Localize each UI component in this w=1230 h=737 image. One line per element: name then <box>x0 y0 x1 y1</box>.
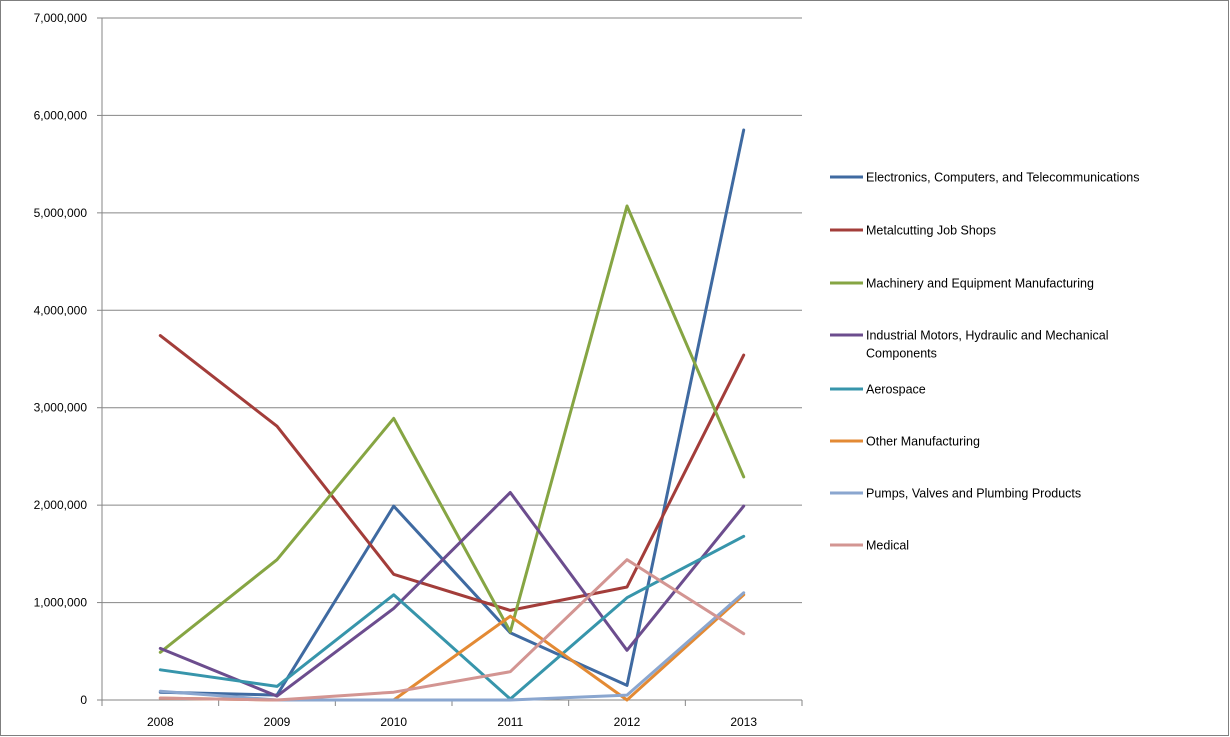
gridlines <box>102 17 802 604</box>
legend-label: Industrial Motors, Hydraulic and Mechani… <box>866 329 1108 361</box>
y-tick-label: 5,000,000 <box>34 206 88 220</box>
series-line <box>158 334 746 612</box>
x-tick-label: 2008 <box>147 715 174 729</box>
series-line <box>158 204 746 654</box>
legend: Electronics, Computers, and Telecommunic… <box>830 171 1140 553</box>
series-lines <box>158 128 746 702</box>
y-axis-tick-labels: 0 1,000,000 2,000,000 3,000,000 4,000,000 5,0… <box>34 11 88 707</box>
y-tick-label: 4,000,000 <box>34 303 88 317</box>
x-tick-label: 2012 <box>614 715 641 729</box>
x-tick-label: 2011 <box>497 715 523 729</box>
legend-label: Other Manufacturing <box>866 435 980 449</box>
y-tick-label: 7,000,000 <box>34 11 88 25</box>
legend-label-line: Components <box>866 347 937 361</box>
y-tick-label: 3,000,000 <box>34 401 88 415</box>
y-tick-label: 1,000,000 <box>34 596 88 610</box>
legend-label: Metalcutting Job Shops <box>866 224 996 238</box>
x-tick-label: 2010 <box>380 715 407 729</box>
series-line <box>158 491 746 698</box>
y-tick-label: 2,000,000 <box>34 498 88 512</box>
legend-label: Electronics, Computers, and Telecommunic… <box>866 171 1140 185</box>
legend-label-line: Industrial Motors, Hydraulic and Mechani… <box>866 329 1108 343</box>
x-tick-label: 2013 <box>730 715 757 729</box>
series-line <box>158 128 746 697</box>
legend-label: Machinery and Equipment Manufacturing <box>866 277 1094 291</box>
series-line <box>158 558 746 702</box>
x-axis-tick-labels: 2008 2009 2010 2011 2012 2013 <box>147 715 757 729</box>
legend-label: Medical <box>866 539 909 553</box>
y-tick-label: 6,000,000 <box>34 108 88 122</box>
legend-label: Aerospace <box>866 383 926 397</box>
legend-label: Pumps, Valves and Plumbing Products <box>866 487 1081 501</box>
x-tick-label: 2009 <box>264 715 291 729</box>
y-tick-label: 0 <box>80 693 87 707</box>
series-line <box>158 534 746 701</box>
